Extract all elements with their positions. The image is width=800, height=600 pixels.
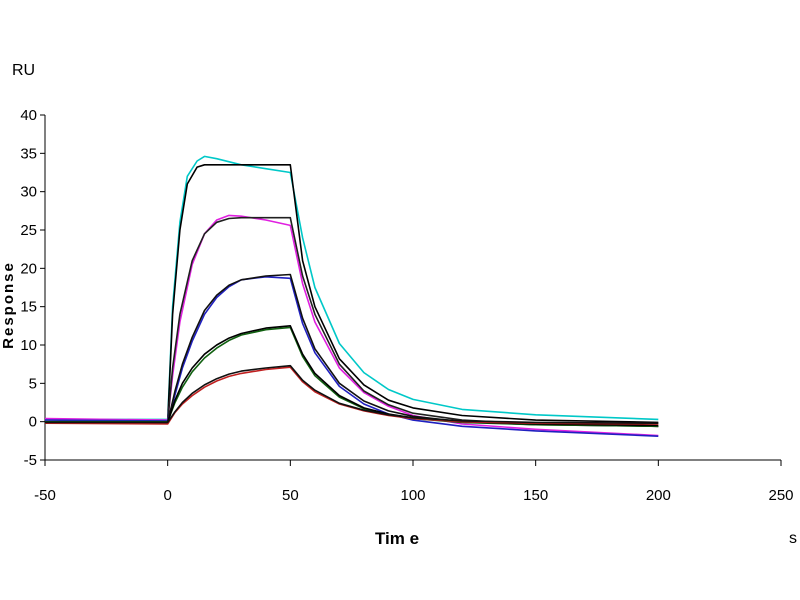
x-tick-label: 250 [768, 487, 793, 504]
series-line-3 [44, 214, 659, 437]
y-tick-label: 30 [20, 184, 37, 201]
y-tick-label: 0 [29, 414, 37, 431]
x-tick-label: -50 [34, 487, 56, 504]
y-tick-label: 10 [20, 337, 37, 354]
x-tick-label: 100 [400, 487, 425, 504]
series-line-1 [45, 155, 659, 421]
series-line-2 [45, 164, 659, 424]
series-layer [44, 155, 659, 437]
x-unit-label: s [789, 530, 797, 547]
series-line-4 [45, 216, 659, 428]
y-tick-label: 15 [20, 299, 37, 316]
series-line-5 [44, 276, 659, 437]
y-ticks: -5 0 5 10 15 20 25 30 35 40 [20, 107, 45, 469]
series-line-8 [45, 325, 659, 427]
x-tick-label: 150 [523, 487, 548, 504]
x-tick-label: 50 [282, 487, 299, 504]
x-tick-label: 0 [163, 487, 171, 504]
series-line-10 [45, 364, 659, 424]
x-axis-title: Tim e [375, 529, 419, 548]
y-tick-label: 25 [20, 222, 37, 239]
y-tick-label: 40 [20, 107, 37, 124]
x-tick-label: 200 [646, 487, 671, 504]
y-unit-label: RU [12, 62, 35, 79]
y-tick-label: -5 [24, 452, 37, 469]
x-ticks: -50 0 50 100 150 200 250 [34, 460, 794, 504]
y-tick-label: 20 [20, 260, 37, 277]
y-tick-label: 5 [29, 375, 37, 392]
series-line-6 [45, 273, 659, 428]
y-tick-label: 35 [20, 145, 37, 162]
y-axis-title: Response [0, 261, 17, 349]
